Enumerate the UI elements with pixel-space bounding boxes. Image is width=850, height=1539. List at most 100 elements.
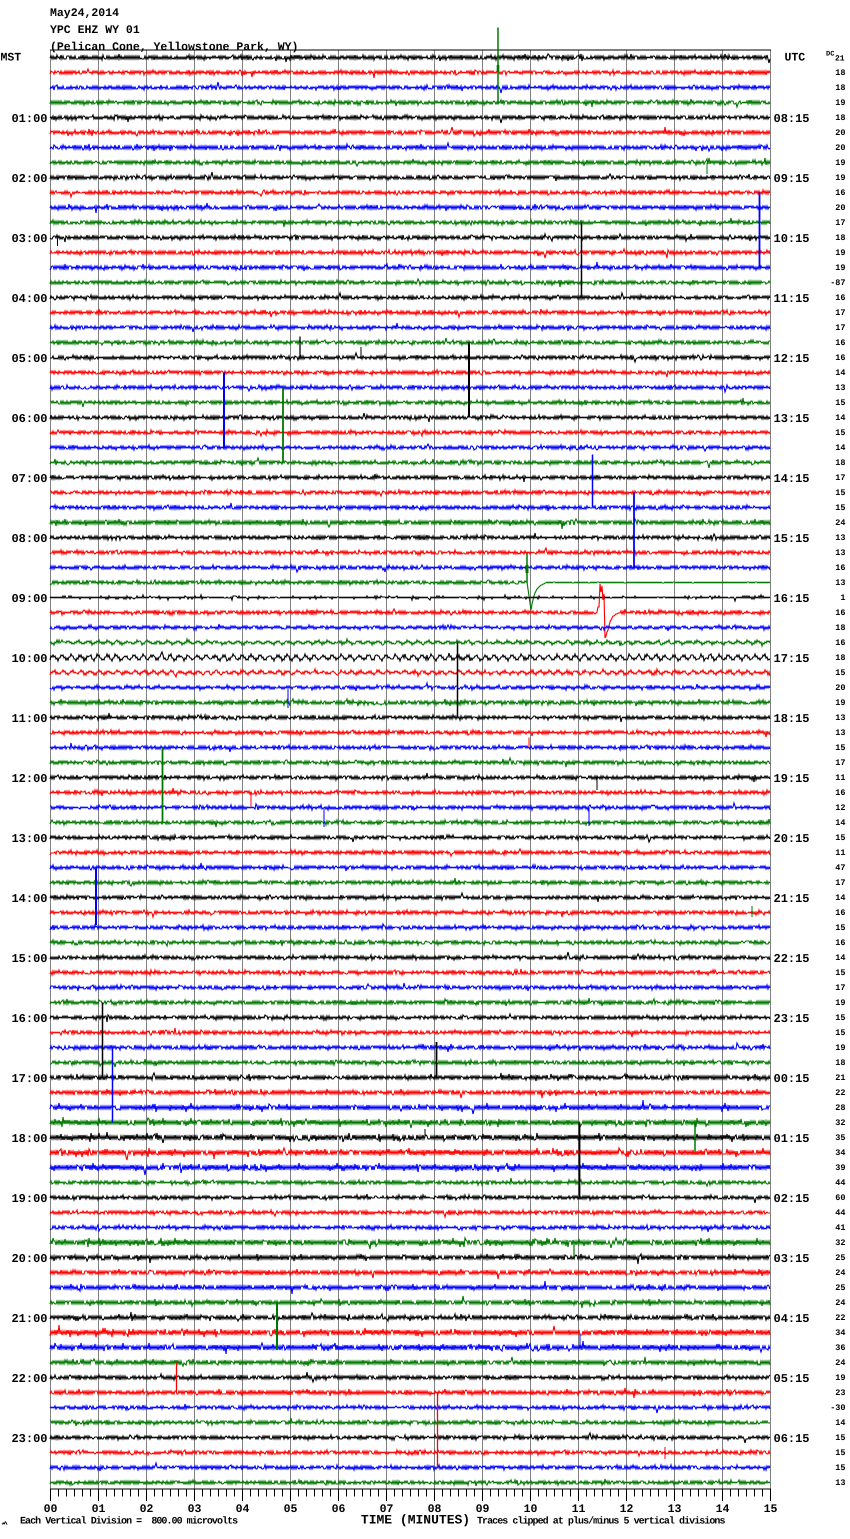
svg-text:01: 01 bbox=[92, 1503, 106, 1516]
svg-text:21: 21 bbox=[835, 1073, 845, 1083]
svg-text:05:00: 05:00 bbox=[11, 352, 47, 366]
svg-text:20: 20 bbox=[835, 143, 845, 153]
svg-text:32: 32 bbox=[835, 1238, 845, 1248]
svg-text:06: 06 bbox=[332, 1503, 346, 1516]
svg-text:16: 16 bbox=[835, 908, 845, 918]
svg-text:19: 19 bbox=[835, 173, 845, 183]
svg-text:06:15: 06:15 bbox=[774, 1432, 810, 1446]
svg-text:12:15: 12:15 bbox=[774, 352, 810, 366]
svg-text:60: 60 bbox=[835, 1193, 845, 1203]
svg-text:18: 18 bbox=[835, 113, 845, 123]
svg-text:47: 47 bbox=[835, 863, 845, 873]
svg-text:19: 19 bbox=[835, 1043, 845, 1053]
svg-text:04: 04 bbox=[236, 1503, 250, 1516]
svg-text:10: 10 bbox=[524, 1503, 538, 1516]
svg-text:20:00: 20:00 bbox=[11, 1252, 47, 1266]
svg-text:15: 15 bbox=[835, 503, 845, 513]
svg-text:34: 34 bbox=[835, 1148, 845, 1158]
svg-text:24: 24 bbox=[835, 1298, 845, 1308]
svg-text:32: 32 bbox=[835, 1118, 845, 1128]
svg-text:06:00: 06:00 bbox=[11, 412, 47, 426]
svg-text:16: 16 bbox=[835, 638, 845, 648]
svg-text:12: 12 bbox=[620, 1503, 634, 1516]
svg-text:03: 03 bbox=[188, 1503, 202, 1516]
svg-text:16: 16 bbox=[835, 938, 845, 948]
svg-text:24: 24 bbox=[835, 518, 845, 528]
svg-text:36: 36 bbox=[835, 1343, 845, 1353]
svg-text:22:00: 22:00 bbox=[11, 1372, 47, 1386]
svg-text:16: 16 bbox=[835, 608, 845, 618]
svg-text:44: 44 bbox=[835, 1178, 845, 1188]
svg-text:18: 18 bbox=[835, 83, 845, 93]
svg-text:13:15: 13:15 bbox=[774, 412, 810, 426]
svg-text:15: 15 bbox=[835, 833, 845, 843]
svg-text:19: 19 bbox=[835, 98, 845, 108]
svg-text:19: 19 bbox=[835, 698, 845, 708]
svg-text:20: 20 bbox=[835, 203, 845, 213]
svg-text:05:15: 05:15 bbox=[774, 1372, 810, 1386]
svg-text:05: 05 bbox=[284, 1503, 298, 1516]
svg-text:17: 17 bbox=[835, 323, 845, 333]
svg-text:07: 07 bbox=[380, 1503, 394, 1516]
svg-text:15:15: 15:15 bbox=[774, 532, 810, 546]
svg-text:17: 17 bbox=[835, 473, 845, 483]
svg-text:14: 14 bbox=[835, 953, 845, 963]
svg-text:16: 16 bbox=[835, 338, 845, 348]
svg-text:19:00: 19:00 bbox=[11, 1192, 47, 1206]
svg-text:20: 20 bbox=[835, 128, 845, 138]
svg-text:10:00: 10:00 bbox=[11, 652, 47, 666]
svg-text:17: 17 bbox=[835, 218, 845, 228]
svg-text:22: 22 bbox=[835, 1088, 845, 1098]
svg-text:14:15: 14:15 bbox=[774, 472, 810, 486]
svg-text:17: 17 bbox=[835, 308, 845, 318]
svg-text:16: 16 bbox=[835, 563, 845, 573]
svg-text:15: 15 bbox=[835, 668, 845, 678]
svg-text:08: 08 bbox=[428, 1503, 442, 1516]
svg-text:41: 41 bbox=[835, 1223, 845, 1233]
svg-text:15: 15 bbox=[835, 743, 845, 753]
svg-text:11: 11 bbox=[572, 1503, 586, 1516]
svg-text:03:15: 03:15 bbox=[774, 1252, 810, 1266]
svg-text:39: 39 bbox=[835, 1163, 845, 1173]
svg-text:15: 15 bbox=[835, 1433, 845, 1443]
svg-text:14: 14 bbox=[835, 818, 845, 828]
svg-text:18: 18 bbox=[835, 68, 845, 78]
svg-text:13: 13 bbox=[835, 728, 845, 738]
svg-text:02:00: 02:00 bbox=[11, 172, 47, 186]
svg-text:YPC EHZ WY 01: YPC EHZ WY 01 bbox=[50, 24, 140, 37]
svg-text:17: 17 bbox=[835, 983, 845, 993]
svg-text:13: 13 bbox=[835, 533, 845, 543]
svg-text:24: 24 bbox=[835, 1358, 845, 1368]
svg-text:20:15: 20:15 bbox=[774, 832, 810, 846]
svg-text:1: 1 bbox=[840, 593, 845, 603]
svg-text:May24,2014: May24,2014 bbox=[50, 7, 119, 20]
svg-text:17: 17 bbox=[835, 878, 845, 888]
svg-text:DC: DC bbox=[826, 51, 834, 59]
svg-text:23:15: 23:15 bbox=[774, 1012, 810, 1026]
svg-text:17:15: 17:15 bbox=[774, 652, 810, 666]
svg-text:15: 15 bbox=[835, 1013, 845, 1023]
svg-text:11:15: 11:15 bbox=[774, 292, 810, 306]
svg-text:02: 02 bbox=[140, 1503, 154, 1516]
svg-text:08:15: 08:15 bbox=[774, 112, 810, 126]
svg-text:12:00: 12:00 bbox=[11, 772, 47, 786]
svg-text:19:15: 19:15 bbox=[774, 772, 810, 786]
svg-text:16:15: 16:15 bbox=[774, 592, 810, 606]
svg-text:25: 25 bbox=[835, 1253, 845, 1263]
svg-text:13: 13 bbox=[668, 1503, 682, 1516]
svg-text:21: 21 bbox=[835, 54, 845, 63]
svg-text:TIME (MINUTES): TIME (MINUTES) bbox=[361, 1513, 470, 1528]
svg-text:09:00: 09:00 bbox=[11, 592, 47, 606]
svg-text:11: 11 bbox=[835, 848, 845, 858]
svg-text:24: 24 bbox=[835, 1268, 845, 1278]
svg-text:16: 16 bbox=[835, 188, 845, 198]
svg-text:18: 18 bbox=[835, 233, 845, 243]
svg-text:15: 15 bbox=[835, 398, 845, 408]
svg-text:15: 15 bbox=[835, 428, 845, 438]
svg-text:00:15: 00:15 bbox=[774, 1072, 810, 1086]
svg-text:17:00: 17:00 bbox=[11, 1072, 47, 1086]
svg-text:00: 00 bbox=[44, 1503, 58, 1516]
svg-text:UTC: UTC bbox=[785, 51, 806, 64]
svg-text:14: 14 bbox=[835, 893, 845, 903]
svg-text:11:00: 11:00 bbox=[11, 712, 47, 726]
